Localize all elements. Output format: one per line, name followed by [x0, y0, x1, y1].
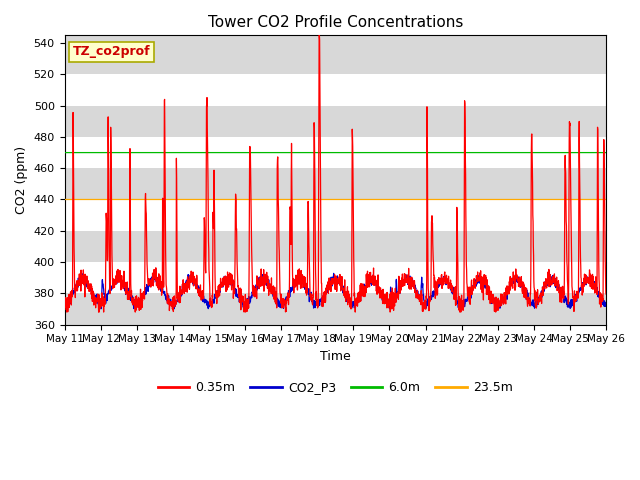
0.35m	[61, 299, 68, 305]
0.35m	[63, 309, 70, 315]
6.0m	[61, 150, 68, 156]
6.0m	[602, 150, 610, 156]
23.5m	[554, 197, 562, 203]
23.5m	[212, 197, 220, 203]
Legend: 0.35m, CO2_P3, 6.0m, 23.5m: 0.35m, CO2_P3, 6.0m, 23.5m	[153, 376, 518, 399]
Text: TZ_co2prof: TZ_co2prof	[73, 46, 150, 59]
23.5m	[602, 197, 610, 203]
6.0m	[363, 150, 371, 156]
23.5m	[570, 197, 577, 203]
Bar	[65, 200, 606, 231]
CO2_P3	[493, 303, 500, 309]
6.0m	[570, 150, 577, 156]
0.35m	[363, 271, 371, 277]
Bar	[65, 74, 606, 106]
Bar	[65, 262, 606, 293]
0.35m	[493, 302, 500, 308]
6.0m	[554, 150, 562, 156]
CO2_P3	[602, 300, 610, 305]
Title: Tower CO2 Profile Concentrations: Tower CO2 Profile Concentrations	[207, 15, 463, 30]
Bar	[65, 137, 606, 168]
CO2_P3	[114, 270, 122, 276]
6.0m	[351, 150, 358, 156]
0.35m	[555, 281, 563, 287]
CO2_P3	[570, 295, 577, 301]
23.5m	[493, 197, 500, 203]
23.5m	[61, 197, 68, 203]
CO2_P3	[212, 295, 220, 300]
X-axis label: Time: Time	[320, 350, 351, 363]
Line: 0.35m: 0.35m	[65, 36, 606, 312]
Y-axis label: CO2 (ppm): CO2 (ppm)	[15, 146, 28, 214]
0.35m	[316, 33, 323, 38]
23.5m	[351, 197, 358, 203]
CO2_P3	[351, 305, 359, 311]
CO2_P3	[96, 306, 104, 312]
CO2_P3	[555, 281, 563, 287]
Line: CO2_P3: CO2_P3	[65, 273, 606, 309]
6.0m	[212, 150, 220, 156]
0.35m	[351, 309, 359, 315]
0.35m	[212, 294, 220, 300]
6.0m	[493, 150, 500, 156]
CO2_P3	[61, 300, 68, 306]
0.35m	[570, 302, 577, 308]
23.5m	[363, 197, 371, 203]
CO2_P3	[363, 282, 371, 288]
0.35m	[602, 291, 610, 297]
